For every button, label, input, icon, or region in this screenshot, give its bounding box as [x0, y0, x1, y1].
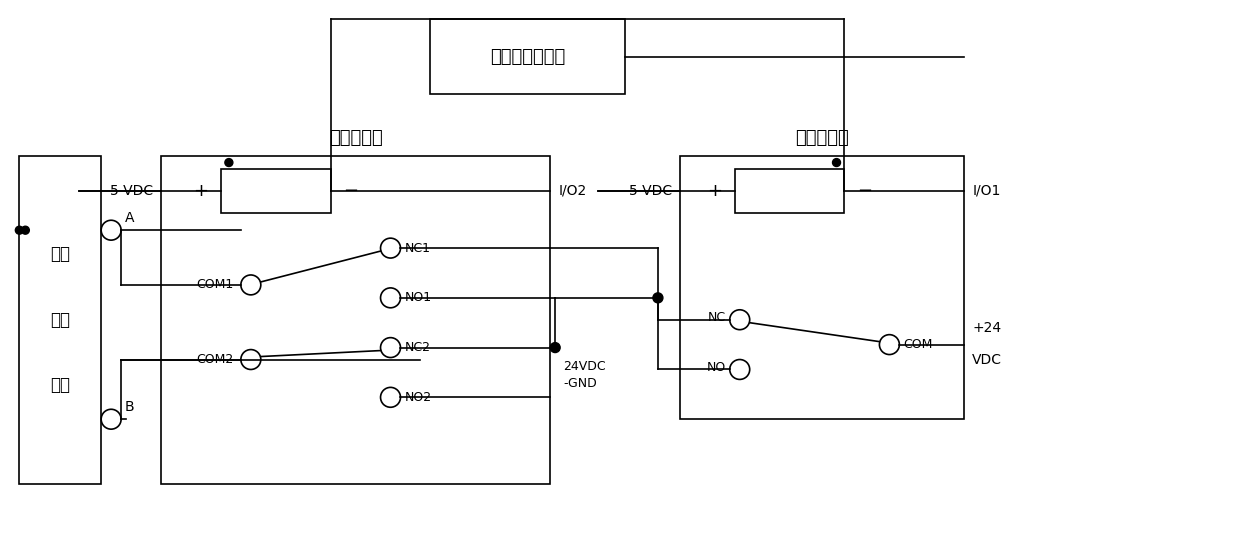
Text: 单刀继电器: 单刀继电器 — [795, 129, 849, 147]
Text: I/O2: I/O2 — [558, 184, 586, 198]
Text: 直流: 直流 — [51, 245, 71, 263]
Text: 24VDC: 24VDC — [564, 360, 606, 373]
Text: NO2: NO2 — [404, 391, 431, 404]
Bar — [20, 155, 102, 484]
Text: VDC: VDC — [973, 353, 1002, 367]
Text: COM2: COM2 — [196, 353, 233, 366]
Circle shape — [15, 226, 24, 234]
Bar — [221, 168, 331, 213]
Bar — [680, 155, 964, 419]
Bar — [430, 19, 624, 94]
Bar — [735, 168, 845, 213]
Text: -GND: -GND — [564, 377, 597, 390]
Text: A: A — [125, 211, 135, 225]
Text: 5 VDC: 5 VDC — [628, 184, 672, 198]
Text: NC1: NC1 — [404, 242, 430, 255]
Circle shape — [225, 159, 233, 167]
Text: NO1: NO1 — [404, 292, 431, 304]
Circle shape — [550, 343, 560, 353]
Bar — [161, 155, 550, 484]
Text: NC: NC — [707, 311, 726, 324]
Text: NC2: NC2 — [404, 341, 430, 354]
Text: 有刷: 有刷 — [51, 311, 71, 329]
Text: I/O1: I/O1 — [973, 184, 1001, 198]
Circle shape — [653, 293, 663, 303]
Text: B: B — [125, 400, 135, 414]
Text: NO: NO — [706, 361, 726, 374]
Text: −: − — [343, 182, 358, 200]
Text: +: + — [707, 182, 722, 200]
Text: +24: +24 — [973, 321, 1001, 334]
Text: COM1: COM1 — [196, 278, 233, 292]
Text: 5 VDC: 5 VDC — [110, 184, 154, 198]
Text: 电机: 电机 — [51, 376, 71, 394]
Text: 上位机控制器。: 上位机控制器。 — [491, 48, 565, 65]
Text: +: + — [193, 182, 208, 200]
Text: 双刀继电器: 双刀继电器 — [328, 129, 383, 147]
Text: COM: COM — [903, 338, 933, 351]
Text: −: − — [857, 182, 872, 200]
Circle shape — [21, 226, 30, 234]
Circle shape — [833, 159, 840, 167]
